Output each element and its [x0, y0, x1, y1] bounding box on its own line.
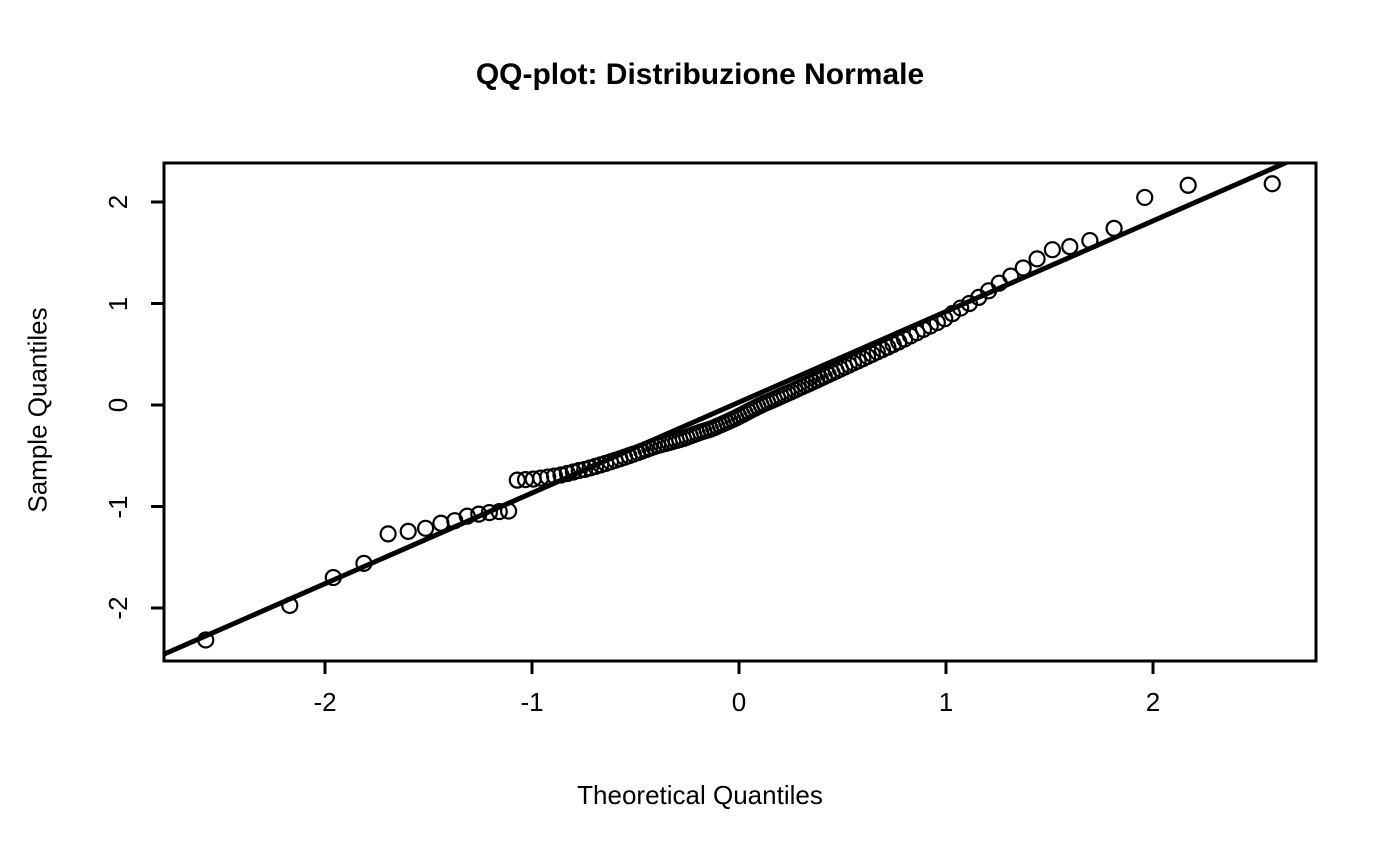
data-point [399, 522, 417, 540]
data-point [1002, 267, 1020, 285]
data-point [1061, 238, 1079, 256]
plot-frame [162, 161, 1318, 663]
data-point [960, 294, 978, 313]
y-axis-tick-label: 2 [98, 186, 138, 218]
data-point [952, 299, 970, 317]
x-axis-label: Theoretical Quantiles [577, 780, 823, 810]
x-axis-tick-label: -1 [520, 687, 544, 717]
y-axis-tick-label: 0 [98, 389, 138, 421]
data-point [197, 631, 215, 649]
x-axis-tick-label: 0 [731, 687, 747, 717]
data-point [1136, 188, 1154, 207]
data-point [324, 568, 342, 587]
data-point [417, 519, 435, 537]
data-point [500, 502, 518, 520]
data-point [379, 525, 397, 543]
data-point [1043, 241, 1062, 259]
x-axis-tick-label: 1 [938, 687, 954, 717]
data-point [480, 503, 498, 522]
y-axis-tick-label-text: 1 [103, 296, 133, 311]
data-point [458, 507, 476, 525]
y-axis-tick-label: -1 [98, 491, 138, 523]
data-point [1179, 176, 1197, 194]
data-point [470, 505, 488, 523]
data-point [539, 468, 557, 486]
y-axis-tick-label-text: -1 [103, 494, 133, 519]
data-point [281, 596, 299, 615]
axis-ticks [151, 200, 1155, 674]
y-axis-tick-label: 1 [98, 288, 138, 320]
y-axis-tick-label-text: -2 [103, 596, 133, 620]
x-axis-tick-label: 2 [1145, 687, 1161, 717]
data-points-group [197, 175, 1281, 649]
data-point [355, 554, 373, 572]
qqline [164, 163, 1292, 657]
page-title: QQ-plot: Distribuzione Normale [475, 58, 925, 91]
y-axis-tick-label-text: 0 [103, 397, 133, 413]
data-point [552, 466, 570, 484]
data-point [1105, 219, 1123, 237]
qq-reference-line [164, 163, 1292, 657]
data-point [1263, 175, 1281, 193]
data-point [545, 467, 564, 485]
y-axis-tick-label: -2 [98, 592, 138, 624]
y-axis-tick-label-text: 2 [103, 194, 133, 210]
data-point [432, 514, 450, 532]
data-point [1081, 231, 1099, 250]
plot-box [162, 161, 1318, 663]
data-point [1028, 250, 1046, 268]
data-point [1014, 259, 1032, 277]
x-axis-tick-label: -2 [313, 687, 337, 717]
data-point [490, 502, 508, 521]
